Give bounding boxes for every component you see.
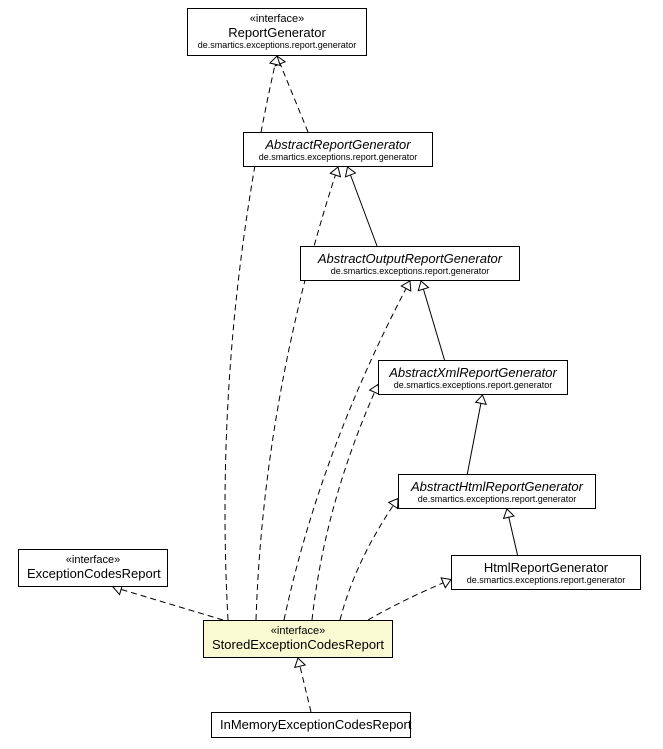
package: de.smartics.exceptions.report.generator — [460, 576, 632, 586]
node-abstractReportGenerator: AbstractReportGeneratorde.smartics.excep… — [243, 132, 433, 167]
node-reportGenerator: «interface»ReportGeneratorde.smartics.ex… — [187, 8, 367, 56]
title: StoredExceptionCodesReport — [212, 637, 384, 653]
package: de.smartics.exceptions.report.generator — [309, 267, 511, 277]
node-abstractHtmlReportGenerator: AbstractHtmlReportGeneratorde.smartics.e… — [398, 474, 596, 509]
package: de.smartics.exceptions.report.generator — [387, 381, 559, 391]
node-exceptionCodesReport: «interface»ExceptionCodesReport — [18, 549, 168, 587]
title: InMemoryExceptionCodesReport — [220, 717, 402, 733]
stereo: «interface» — [212, 625, 384, 637]
node-inMemoryExceptionCodesReport: InMemoryExceptionCodesReport — [211, 712, 411, 738]
title: ExceptionCodesReport — [27, 566, 159, 582]
stereo: «interface» — [27, 554, 159, 566]
package: de.smartics.exceptions.report.generator — [252, 153, 424, 163]
title: AbstractXmlReportGenerator — [387, 365, 559, 381]
node-abstractXmlReportGenerator: AbstractXmlReportGeneratorde.smartics.ex… — [378, 360, 568, 395]
title: HtmlReportGenerator — [460, 560, 632, 576]
stereo: «interface» — [196, 13, 358, 25]
package: de.smartics.exceptions.report.generator — [407, 495, 587, 505]
title: AbstractHtmlReportGenerator — [407, 479, 587, 495]
title: ReportGenerator — [196, 25, 358, 41]
node-storedExceptionCodesReport: «interface»StoredExceptionCodesReport — [203, 620, 393, 658]
package: de.smartics.exceptions.report.generator — [196, 41, 358, 51]
node-abstractOutputReportGenerator: AbstractOutputReportGeneratorde.smartics… — [300, 246, 520, 281]
title: AbstractReportGenerator — [252, 137, 424, 153]
node-htmlReportGenerator: HtmlReportGeneratorde.smartics.exception… — [451, 555, 641, 590]
title: AbstractOutputReportGenerator — [309, 251, 511, 267]
